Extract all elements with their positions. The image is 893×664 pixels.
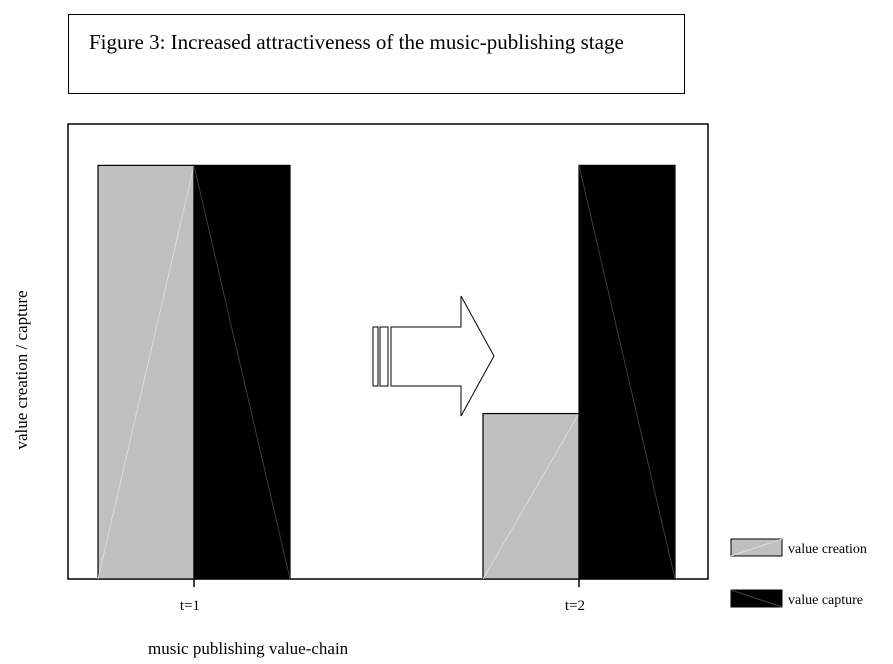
x-tick-label-t2: t=2 — [565, 598, 585, 614]
legend-label-value-creation: value creation — [788, 542, 867, 557]
right-arrow-icon — [372, 295, 495, 417]
bar-value-capture-t1 — [193, 164, 291, 580]
plot-frame — [67, 123, 709, 580]
legend-label-value-capture: value capture — [788, 593, 863, 608]
ticks-group: t=1 t=2 — [180, 579, 585, 614]
y-axis-label: value creation / capture — [12, 290, 31, 450]
bar-value-capture-t2 — [578, 164, 676, 580]
x-axis-label: music publishing value-chain — [148, 639, 349, 658]
bar-value-creation-t1 — [97, 164, 195, 580]
chart-title: Figure 3: Increased attractiveness of th… — [68, 14, 685, 94]
bar-value-creation-t2 — [482, 412, 580, 580]
x-tick-label-t1: t=1 — [180, 598, 200, 614]
bars-group — [97, 164, 676, 580]
legend-item-value-creation: value creation — [730, 538, 867, 557]
legend-item-value-capture: value capture — [730, 589, 863, 608]
legend: value creation value capture — [730, 538, 867, 608]
